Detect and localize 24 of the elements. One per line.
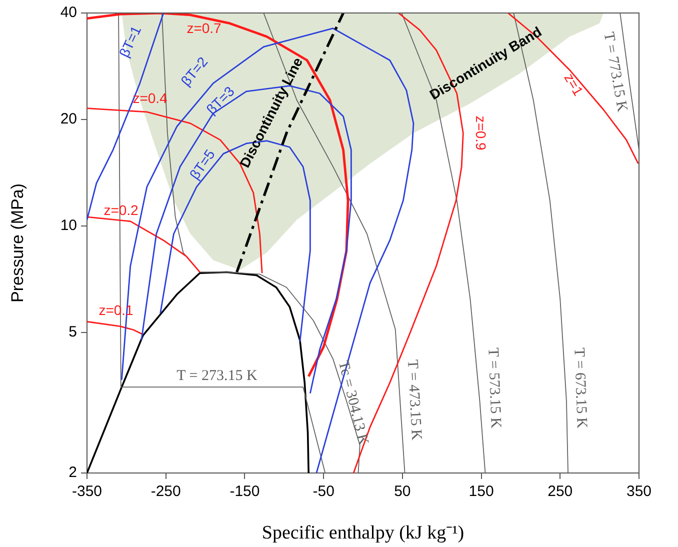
text: T = 773.15 K <box>600 30 630 114</box>
text: z=0.9 <box>473 116 490 151</box>
x-tick-label: -250 <box>150 483 181 500</box>
y-tick-label: 2 <box>68 464 77 482</box>
y-tick-label: 10 <box>60 217 77 234</box>
text: βT=1 <box>116 23 144 60</box>
x-tick-label: 250 <box>548 483 573 500</box>
x-tick-label: 50 <box>394 483 411 500</box>
y-tick-label: 5 <box>68 323 77 340</box>
x-tick-label: 350 <box>626 483 652 500</box>
y-axis-title: Pressure (MPa) <box>8 183 27 303</box>
text: T = 673.15 K <box>570 347 590 429</box>
series-label: T = 273.15 K <box>176 368 258 384</box>
x-tick-label: 150 <box>468 483 494 500</box>
x-tick-label: -150 <box>230 483 260 500</box>
text: T = 573.15 K <box>484 347 504 429</box>
x-tick-label: -350 <box>72 483 102 500</box>
y-tick-label: 40 <box>60 4 77 22</box>
text: z=1 <box>561 70 587 99</box>
x-tick-label: -50 <box>312 483 334 500</box>
y-tick-label: 20 <box>60 110 77 128</box>
x-axis-title: Specific enthalpy (kJ kg⁻¹) <box>262 522 464 544</box>
text: T = 473.15 K <box>404 359 424 441</box>
series-label: z=0.7 <box>186 20 222 36</box>
